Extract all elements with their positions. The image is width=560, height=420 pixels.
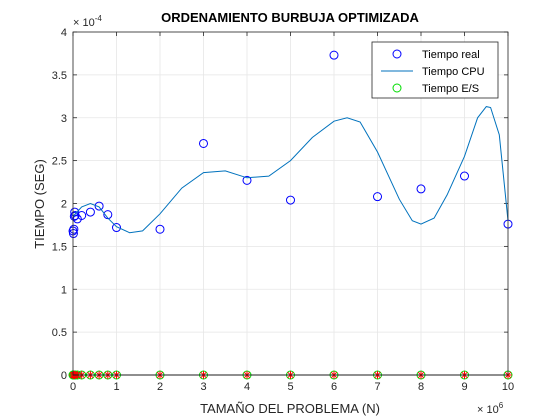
y-tick-label: 3.5 [52, 70, 67, 82]
axes-box [72, 31, 509, 376]
data-point-tiempo-real [199, 138, 208, 148]
legend-marker-circle [392, 83, 402, 93]
data-point-tiempo-real [329, 50, 339, 60]
data-point-tiempo-real [68, 229, 78, 239]
y-tick-label: 1 [61, 284, 67, 296]
y-tick-label: 2 [61, 199, 67, 211]
data-point-tiempo-real [69, 211, 79, 221]
x-tick-label: 5 [287, 381, 293, 393]
chart-title: ORDENAMIENTO BURBUJA OPTIMIZADA [161, 10, 419, 25]
data-point-tiempo-real [69, 224, 79, 234]
data-point-tiempo-real [77, 211, 87, 221]
legend-item-tiempo-real: Tiempo real [392, 49, 480, 61]
y-tick-label: 1.5 [52, 241, 67, 253]
data-point-tiempo-real [286, 195, 295, 205]
x-tick-label: 2 [157, 381, 163, 393]
data-point-tiempo-real [85, 207, 95, 217]
y-tick-label: 4 [61, 27, 67, 39]
legend-marker-circle [392, 49, 402, 59]
x-tick-label: 3 [200, 381, 206, 393]
legend-item-tiempo-es: Tiempo E/S [392, 83, 479, 95]
y-tick-label: 2.5 [52, 156, 67, 168]
x-tick-label: 6 [331, 381, 337, 393]
y-axis-label: TIEMPO (SEG) [32, 159, 47, 249]
y-tick-label: 3 [61, 113, 67, 125]
y-tick-label: 0 [61, 370, 67, 382]
data-point-tiempo-real [460, 171, 469, 181]
x-exponent-power: 6 [499, 401, 504, 410]
tick-labels: 0 1 2 3 4 5 6 7 8 9 10 0 0.5 1 1.5 2 2.5 3 3.5 4 [52, 27, 514, 393]
x-tick-label: 1 [113, 381, 119, 393]
data-point-tiempo-real [242, 175, 252, 185]
data-point-tiempo-real [112, 223, 121, 233]
data-point-tiempo-real [155, 224, 165, 234]
x-tick-label: 7 [374, 381, 380, 393]
y-exponent-label: × 10-4 [73, 14, 102, 29]
legend-label: Tiempo real [422, 49, 480, 61]
legend-label: Tiempo CPU [422, 66, 485, 78]
x-axis-label: TAMAÑO DEL PROBLEMA (N) [200, 401, 380, 416]
series-line-tiempo-cpu [72, 106, 509, 234]
y-exponent-base: 10 [82, 17, 94, 29]
legend: Tiempo real Tiempo CPU Tiempo E/S [371, 41, 499, 99]
x-tick-label: 10 [502, 381, 514, 393]
x-exponent-base: 10 [486, 404, 498, 416]
y-exponent-power: -4 [95, 14, 103, 23]
legend-item-tiempo-cpu: Tiempo CPU [381, 66, 485, 78]
x-exponent-label: × 106 [477, 401, 504, 416]
y-tick-label: 0.5 [52, 327, 67, 339]
x-tick-label: 8 [418, 381, 424, 393]
legend-label: Tiempo E/S [422, 83, 479, 95]
x-tick-label: 4 [244, 381, 250, 393]
data-point-tiempo-real [373, 192, 382, 202]
data-point-tiempo-real [94, 201, 104, 211]
x-tick-label: 0 [70, 381, 76, 393]
data-point-tiempo-real [416, 184, 426, 194]
x-tick-label: 9 [461, 381, 467, 393]
